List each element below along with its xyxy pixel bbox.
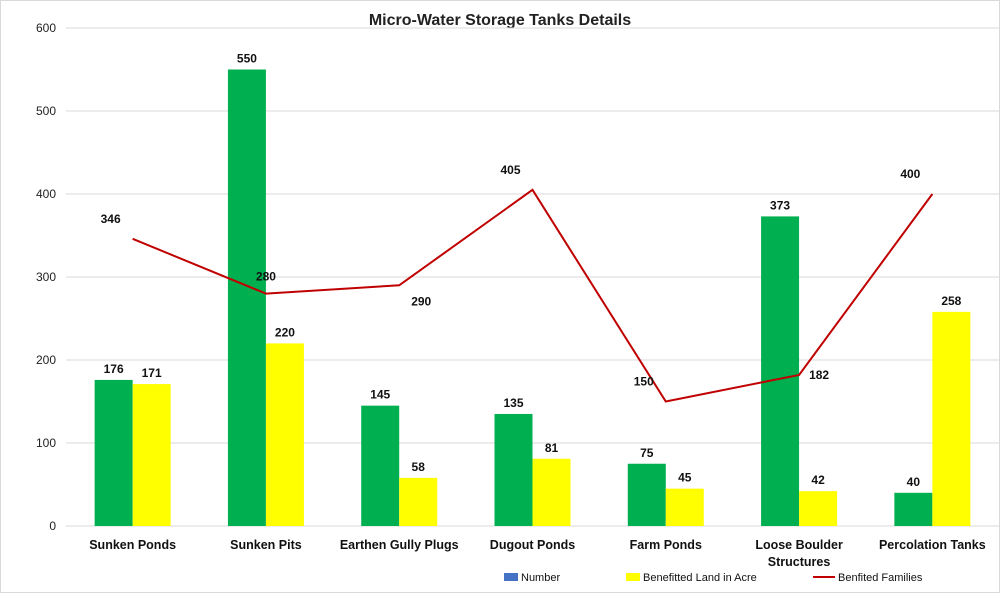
x-tick-label: Dugout Ponds [490, 538, 575, 552]
bar [799, 491, 838, 526]
chart-title: Micro-Water Storage Tanks Details [369, 12, 631, 29]
x-tick-label-line: Sunken Pits [230, 538, 302, 552]
x-tick-label: Percolation Tanks [879, 538, 986, 552]
bar [399, 477, 438, 526]
bar [627, 463, 666, 526]
x-tick-label: Loose Boulder Structures [755, 538, 843, 569]
data-label: 42 [811, 473, 825, 487]
gridlines [66, 27, 999, 527]
data-label: 135 [503, 396, 523, 410]
data-label: 220 [275, 325, 295, 339]
legend-swatch [626, 573, 640, 581]
bar [932, 311, 971, 526]
data-label: 145 [370, 388, 390, 402]
y-tick-label: 600 [36, 21, 56, 35]
data-label: 58 [412, 460, 426, 474]
y-tick-label: 0 [49, 519, 56, 533]
bar [894, 492, 933, 526]
x-axis-ticks: Sunken Ponds Sunken Pits Earthen Gully Plu… [89, 538, 986, 569]
data-label: 40 [907, 475, 921, 489]
line-data-label: 150 [634, 375, 654, 389]
x-tick-label-line: Sunken Ponds [89, 538, 176, 552]
x-tick-label-line: Structures [768, 555, 831, 569]
x-tick-label-line: Percolation Tanks [879, 538, 986, 552]
x-tick-label-line: Dugout Ponds [490, 538, 575, 552]
data-label: 373 [770, 198, 790, 212]
x-tick-label: Earthen Gully Plugs [340, 538, 459, 552]
bars [94, 69, 971, 526]
legend-label: Number [521, 572, 560, 584]
bar [532, 458, 571, 526]
x-tick-label-line: Loose Boulder [755, 538, 843, 552]
line-data-label: 405 [500, 163, 520, 177]
data-label: 176 [104, 362, 124, 376]
legend: Number Benefitted Land in Acre Benfited Fa… [504, 572, 923, 584]
bar [227, 69, 266, 526]
data-label: 258 [941, 294, 961, 308]
bar [94, 379, 133, 526]
data-labels: 176 550 145 135 75 373 40 171 220 58 81 45 42 258 346 2… [101, 52, 962, 489]
x-tick-label-line: Farm Ponds [630, 538, 702, 552]
data-label: 171 [142, 366, 162, 380]
line-series [132, 188, 934, 403]
data-label: 75 [640, 446, 654, 460]
bar [494, 413, 533, 526]
y-tick-label: 500 [36, 104, 56, 118]
bar [665, 488, 704, 526]
x-tick-label: Farm Ponds [630, 538, 702, 552]
y-tick-label: 300 [36, 270, 56, 284]
bar [132, 384, 171, 526]
legend-swatch [504, 573, 518, 581]
line-series-path [132, 188, 934, 403]
legend-label: Benefitted Land in Acre [643, 572, 757, 584]
y-tick-label: 100 [36, 436, 56, 450]
line-data-label: 346 [101, 212, 121, 226]
line-data-label: 290 [411, 294, 431, 308]
x-tick-label: Sunken Ponds [89, 538, 176, 552]
line-data-label: 400 [900, 167, 920, 181]
y-axis-ticks: 0 100 200 300 400 500 600 [36, 21, 56, 533]
bar [265, 343, 304, 526]
y-tick-label: 400 [36, 187, 56, 201]
data-label: 550 [237, 52, 257, 66]
bar [761, 216, 800, 526]
line-data-label: 280 [256, 270, 276, 284]
legend-label: Benfited Families [838, 572, 923, 584]
data-label: 81 [545, 441, 559, 455]
bar [361, 405, 400, 526]
line-data-label: 182 [809, 368, 829, 382]
x-tick-label-line: Earthen Gully Plugs [340, 538, 459, 552]
x-tick-label: Sunken Pits [230, 538, 302, 552]
data-label: 45 [678, 471, 692, 485]
y-tick-label: 200 [36, 353, 56, 367]
